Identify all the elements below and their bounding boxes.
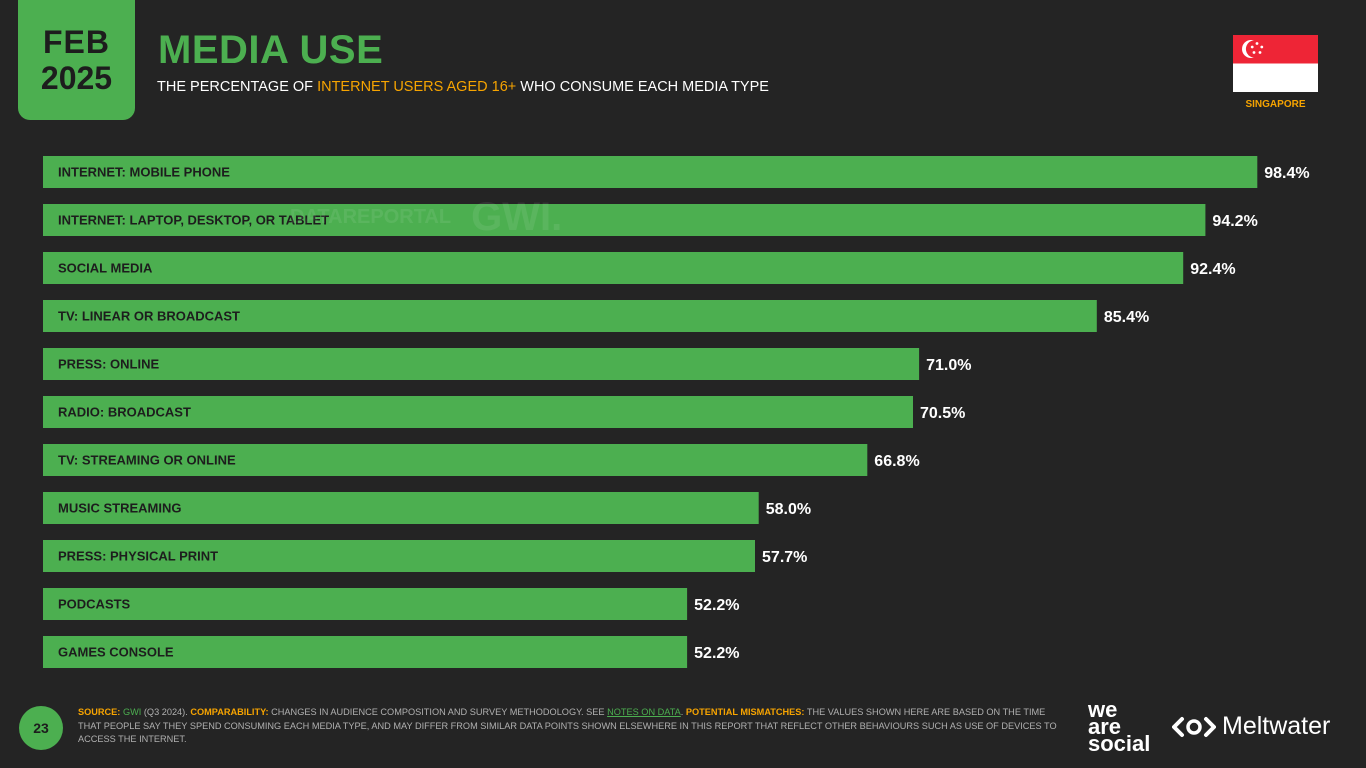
bar-value-7: 58.0% (766, 501, 811, 518)
footnote: SOURCE: GWI (Q3 2024). COMPARABILITY: CH… (78, 706, 1058, 747)
source-label: SOURCE: (78, 707, 121, 717)
bar-label-2: SOCIAL MEDIA (58, 261, 153, 276)
bar-value-2: 92.4% (1190, 261, 1235, 278)
meltwater-wordmark: Meltwater (1222, 712, 1331, 740)
logo-we: we (1088, 697, 1118, 722)
bar-9 (43, 588, 688, 620)
bar-label-6: TV: STREAMING OR ONLINE (58, 453, 236, 468)
notes-after: . (680, 707, 686, 717)
bar-label-9: PODCASTS (58, 597, 131, 612)
bar-value-8: 57.7% (762, 549, 807, 566)
bar-6 (43, 444, 868, 476)
country-label: SINGAPORE (1245, 99, 1306, 110)
logo-social: social (1088, 731, 1151, 756)
flag-stars (1250, 42, 1264, 54)
date-badge: FEB 2025 (18, 0, 135, 120)
bar-value-0: 98.4% (1264, 165, 1309, 182)
bar-label-0: INTERNET: MOBILE PHONE (58, 165, 230, 180)
subtitle-highlight: INTERNET USERS AGED 16+ (317, 79, 517, 95)
date-year: 2025 (40, 60, 113, 96)
bar-8 (43, 540, 755, 572)
mismatch-label: POTENTIAL MISMATCHES: (685, 707, 805, 717)
logo-are: are (1088, 714, 1122, 739)
bar-7 (43, 492, 759, 524)
bar-2 (43, 252, 1184, 284)
source-text: (Q3 2024). (141, 707, 191, 717)
bar-0 (43, 156, 1258, 188)
bar-value-10: 52.2% (694, 645, 739, 662)
bar-3 (43, 300, 1097, 332)
bar-label-4: PRESS: ONLINE (58, 357, 159, 372)
flag-crescent-inner (1245, 40, 1264, 58)
bar-label-1: INTERNET: LAPTOP, DESKTOP, OR TABLET (58, 213, 329, 228)
comparability-text: CHANGES IN AUDIENCE COMPOSITION AND SURV… (268, 707, 608, 717)
notes-on-data-link[interactable]: NOTES ON DATA (607, 707, 681, 717)
date-month: FEB (43, 24, 110, 60)
bar-5 (43, 396, 913, 428)
page-number: 23 (19, 706, 63, 750)
subtitle-pre: THE PERCENTAGE OF (157, 79, 318, 95)
meltwater-mark-icon (1172, 716, 1216, 737)
bar-label-7: MUSIC STREAMING (58, 501, 182, 516)
mismatch-text: THE VALUES SHOWN HERE ARE BASED ON THE T… (78, 707, 1057, 744)
subtitle-post: WHO CONSUME EACH MEDIA TYPE (516, 79, 769, 95)
media-use-bar-chart: INTERNET: MOBILE PHONE 98.4% INTERNET: LAP… (43, 156, 1310, 668)
bar-label-8: PRESS: PHYSICAL PRINT (58, 549, 218, 564)
bar-value-1: 94.2% (1212, 213, 1257, 230)
bar-value-4: 71.0% (926, 357, 971, 374)
bar-4 (43, 348, 920, 380)
bar-label-5: RADIO: BROADCAST (58, 405, 191, 420)
source-link[interactable]: GWI (122, 707, 142, 717)
bar-value-9: 52.2% (694, 597, 739, 614)
bar-value-6: 66.8% (874, 453, 919, 470)
singapore-flag-icon (1233, 35, 1318, 92)
flag-white-band (1233, 63, 1318, 92)
page-subtitle: THE PERCENTAGE OF INTERNET USERS AGED 16… (157, 79, 769, 95)
bar-value-5: 70.5% (920, 405, 965, 422)
page-title: MEDIA USE (158, 28, 384, 72)
meltwater-logo: Meltwater (1172, 712, 1330, 741)
bar-label-10: GAMES CONSOLE (58, 645, 174, 660)
we-are-social-logo: we are social (1088, 697, 1151, 756)
bar-10 (43, 636, 688, 668)
bar-value-3: 85.4% (1104, 309, 1149, 326)
bar-label-3: TV: LINEAR OR BROADCAST (58, 309, 240, 324)
bar-1 (43, 204, 1206, 236)
comparability-label: COMPARABILITY: (190, 707, 269, 717)
